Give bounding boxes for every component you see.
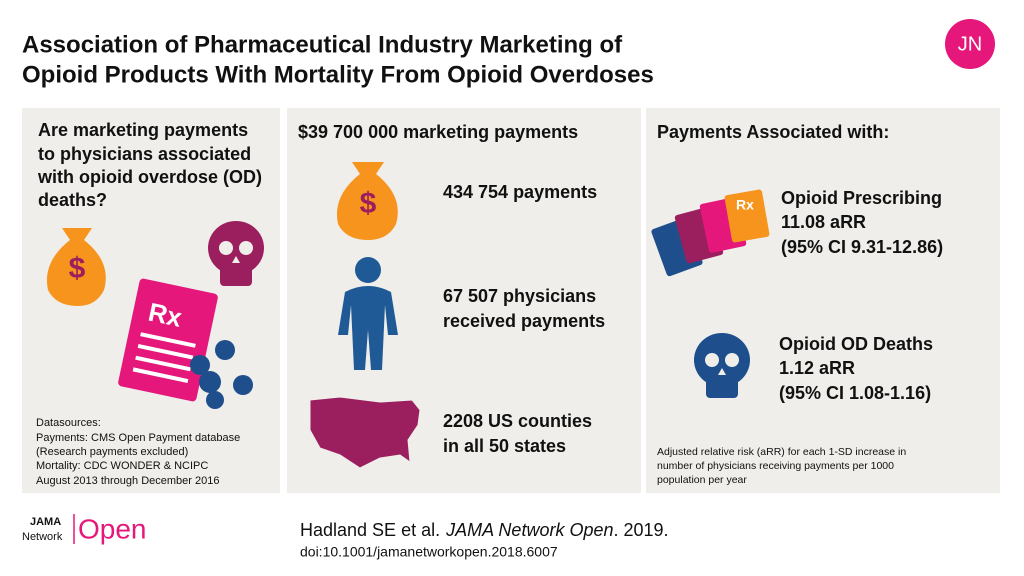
logo-circle <box>945 19 995 69</box>
rx-label: Rx <box>736 197 754 213</box>
logo-text: JN <box>958 33 982 55</box>
item-text: in all 50 states <box>443 436 566 456</box>
doi: doi:10.1001/jamanetworkopen.2018.6007 <box>300 544 558 560</box>
item-text: Opioid OD Deaths <box>779 334 933 354</box>
item-text: 11.08 aRR <box>781 212 866 232</box>
item-text: (95% CI 9.31-12.86) <box>781 237 943 257</box>
panel-background <box>646 108 1000 493</box>
item-text: (95% CI 1.08-1.16) <box>779 383 931 403</box>
us-map-icon <box>309 396 421 469</box>
question: deaths? <box>38 190 107 210</box>
datasource: August 2013 through December 2016 <box>36 475 219 487</box>
citation: Hadland SE et al. JAMA Network Open. 2019… <box>300 520 669 540</box>
panel-heading: Payments Associated with: <box>657 122 889 142</box>
prescriptions-icon: Rx <box>651 189 770 277</box>
footnote: population per year <box>657 474 747 486</box>
question: with opioid overdose (OD) <box>37 167 262 187</box>
datasource: Datasources: <box>36 417 101 429</box>
citation-year: . 2019. <box>613 520 668 540</box>
datasource: (Research payments excluded) <box>36 446 188 458</box>
title: Opioid Products With Mortality From Opio… <box>22 61 654 88</box>
money-bag-icon: $ <box>46 228 106 306</box>
item-text: Opioid Prescribing <box>781 188 942 208</box>
citation-authors: Hadland SE et al. <box>300 520 440 540</box>
question: Are marketing payments <box>38 120 248 140</box>
skull-icon <box>208 221 264 286</box>
item-text: 2208 US counties <box>443 411 592 431</box>
dollar-sign: $ <box>360 187 377 220</box>
dollar-sign: $ <box>69 252 86 285</box>
skull-icon <box>694 333 750 398</box>
datasource: Payments: CMS Open Payment database <box>36 432 240 444</box>
brand: JAMA <box>30 516 61 528</box>
item-text: 1.12 aRR <box>779 358 855 378</box>
panel-heading: $39 700 000 marketing payments <box>298 122 578 142</box>
datasource: Mortality: CDC WONDER & NCIPC <box>36 460 208 472</box>
item-text: 67 507 physicians <box>443 286 596 306</box>
item-text: received payments <box>443 311 605 331</box>
citation-journal: JAMA Network Open <box>445 520 613 540</box>
brand: Network <box>22 531 63 543</box>
pills-icon <box>190 340 253 409</box>
question: to physicians associated <box>38 144 251 164</box>
footnote: number of physicians receiving payments … <box>657 460 894 472</box>
rx-label: Rx <box>146 297 185 333</box>
physician-icon <box>338 257 398 370</box>
item-text: 434 754 payments <box>443 182 597 202</box>
money-bag-icon: $ <box>336 162 398 240</box>
title: Association of Pharmaceutical Industry M… <box>22 31 623 58</box>
brand: Open <box>78 513 147 544</box>
footnote: Adjusted relative risk (aRR) for each 1-… <box>657 446 906 458</box>
